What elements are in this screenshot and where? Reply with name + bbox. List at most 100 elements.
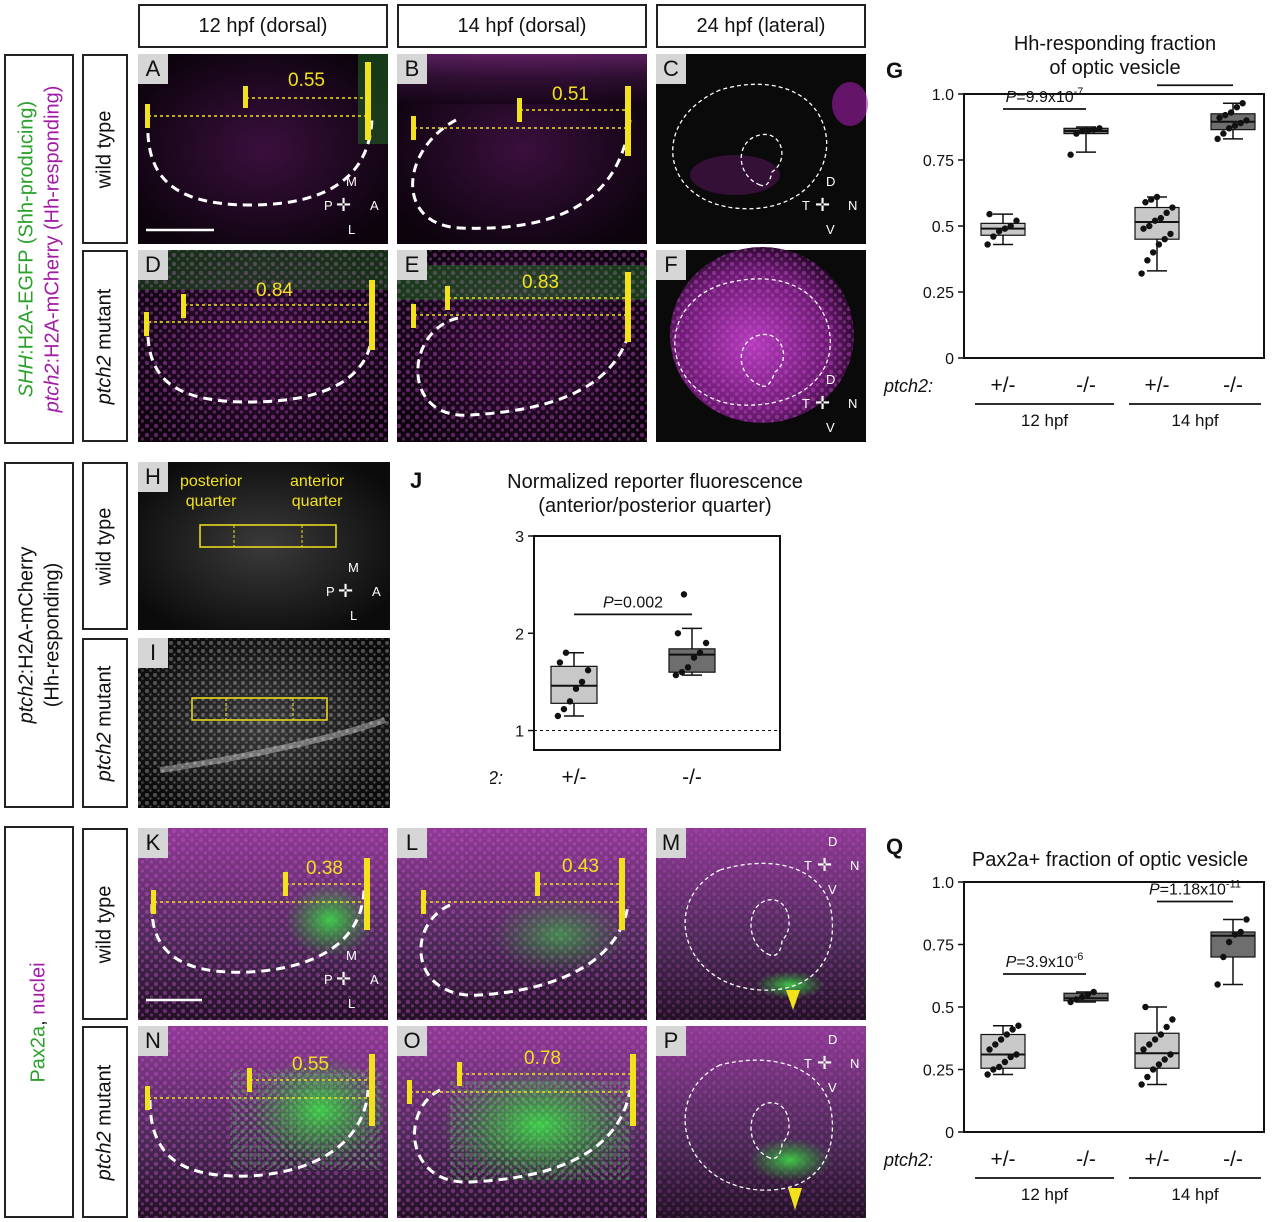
- panel-C: [656, 54, 868, 244]
- data-point: [1144, 257, 1151, 264]
- data-point: [1148, 196, 1155, 203]
- compass-A: M P A L ✛: [324, 174, 379, 237]
- x-category-label: -/-: [1076, 374, 1096, 397]
- data-point: [578, 678, 586, 686]
- data-point: [1084, 991, 1092, 998]
- panel-letter-P: P: [656, 1026, 686, 1056]
- y-tick-label: 0: [945, 351, 954, 368]
- panel-letter-K: K: [138, 828, 168, 858]
- y-tick-label: 0.5: [932, 219, 954, 236]
- data-point: [1142, 1003, 1149, 1011]
- panel-H: [138, 462, 390, 630]
- group-label: 14 hpf: [1171, 411, 1219, 430]
- data-point: [1231, 122, 1239, 129]
- data-point: [1144, 1073, 1151, 1081]
- panel-I: [138, 638, 390, 808]
- data-point: [1237, 119, 1244, 127]
- chart-G: 0 0.25 0.5 0.75 1.0 P=9.9x10-7 P=3.75x10-13 ptc…: [883, 80, 1265, 430]
- panel-letter-I: I: [138, 638, 168, 668]
- y-tick-label: 0.5: [932, 1000, 954, 1017]
- panel-letter-Q: Q: [886, 834, 904, 859]
- panel-letter-O: O: [397, 1026, 427, 1056]
- data-point: [562, 649, 570, 656]
- panel-letter-G: G: [886, 58, 904, 83]
- p-value-label: P=9.9x10-7: [1006, 86, 1084, 106]
- value-L: 0.43: [562, 856, 599, 877]
- data-point: [554, 712, 562, 720]
- data-point: [990, 233, 997, 240]
- data-point: [1078, 993, 1086, 1001]
- value-N: 0.55: [292, 1054, 329, 1075]
- row-label-wt-3: wild type: [82, 828, 128, 1020]
- value-O: 0.78: [524, 1048, 561, 1069]
- data-point: [1067, 151, 1074, 158]
- value-E: 0.83: [522, 272, 559, 293]
- x-category-label: -/-: [1223, 374, 1243, 397]
- data-point: [1146, 222, 1153, 230]
- data-point: [1243, 117, 1250, 124]
- data-point: [1078, 127, 1086, 135]
- row-label-wt-1: wild type: [82, 54, 128, 244]
- p-value-label: P=0.002: [603, 594, 663, 611]
- panel-P: [656, 1026, 866, 1218]
- data-point: [1003, 1031, 1011, 1038]
- data-point: [1140, 1046, 1147, 1053]
- box: [1134, 206, 1180, 240]
- compass-M: D T N V ✛: [804, 834, 860, 897]
- data-point: [674, 630, 682, 637]
- y-tick-label: 2: [515, 626, 524, 643]
- p-value-label: P=3.75x10-13: [1149, 80, 1242, 82]
- data-point: [1239, 100, 1246, 107]
- plot-frame: [963, 881, 1265, 1133]
- data-point: [986, 1046, 993, 1053]
- panel-letter-B: B: [397, 54, 427, 84]
- data-point: [1151, 217, 1159, 224]
- value-D: 0.84: [256, 280, 293, 301]
- data-point: [1146, 1041, 1153, 1048]
- panel-letter-C: C: [656, 54, 686, 84]
- panel-M: [656, 828, 866, 1020]
- data-point: [990, 1066, 997, 1073]
- x-category-label: -/-: [1223, 1148, 1243, 1171]
- header-14hpf-label: 14 hpf (dorsal): [457, 14, 587, 37]
- data-point: [1142, 199, 1149, 206]
- left-label-top: SHH:H2A-EGFP (Shh-producing) ptch2:H2A-m…: [4, 54, 74, 444]
- data-point: [1153, 193, 1161, 201]
- data-point: [678, 668, 686, 676]
- y-tick-label: 1.0: [932, 87, 954, 104]
- plot-frame: [533, 535, 781, 751]
- data-point: [1151, 1036, 1159, 1043]
- data-point: [1169, 1016, 1176, 1023]
- data-point: [696, 649, 704, 656]
- panel-F: [656, 247, 866, 442]
- y-tick-label: 0.25: [923, 285, 954, 302]
- x-category-label: +/-: [1144, 1148, 1169, 1171]
- data-point: [1138, 1081, 1145, 1088]
- data-point: [1001, 225, 1009, 232]
- group-label: 12 hpf: [1021, 1185, 1069, 1204]
- header-12hpf-label: 12 hpf (dorsal): [198, 14, 328, 37]
- chart-G-title: Hh-responding fraction of optic vesicle: [1013, 33, 1217, 79]
- x-category-label: +/-: [990, 374, 1015, 397]
- panel-letter-J: J: [410, 468, 423, 493]
- row-label-wt-2: wild type: [82, 462, 128, 630]
- data-point: [572, 685, 580, 692]
- data-point: [1237, 928, 1244, 936]
- left-label-mid: ptch2:H2A-mCherry (Hh-responding): [4, 462, 74, 808]
- data-point: [1167, 1051, 1174, 1058]
- data-point: [1090, 126, 1097, 133]
- panel-letter-N: N: [138, 1026, 168, 1056]
- panel-letter-A: A: [138, 54, 168, 84]
- header-24hpf-label: 24 hpf (lateral): [696, 14, 826, 37]
- genotype-label: ptch2:: [883, 376, 933, 396]
- data-point: [1233, 104, 1241, 111]
- panel-letter-M: M: [656, 828, 686, 858]
- panel-D: [138, 250, 388, 442]
- x-category-label: -/-: [682, 766, 702, 789]
- data-point: [702, 639, 710, 647]
- p-value-label: P=3.9x10-6: [1006, 951, 1084, 971]
- data-point: [1163, 1023, 1170, 1031]
- data-point: [1155, 241, 1163, 248]
